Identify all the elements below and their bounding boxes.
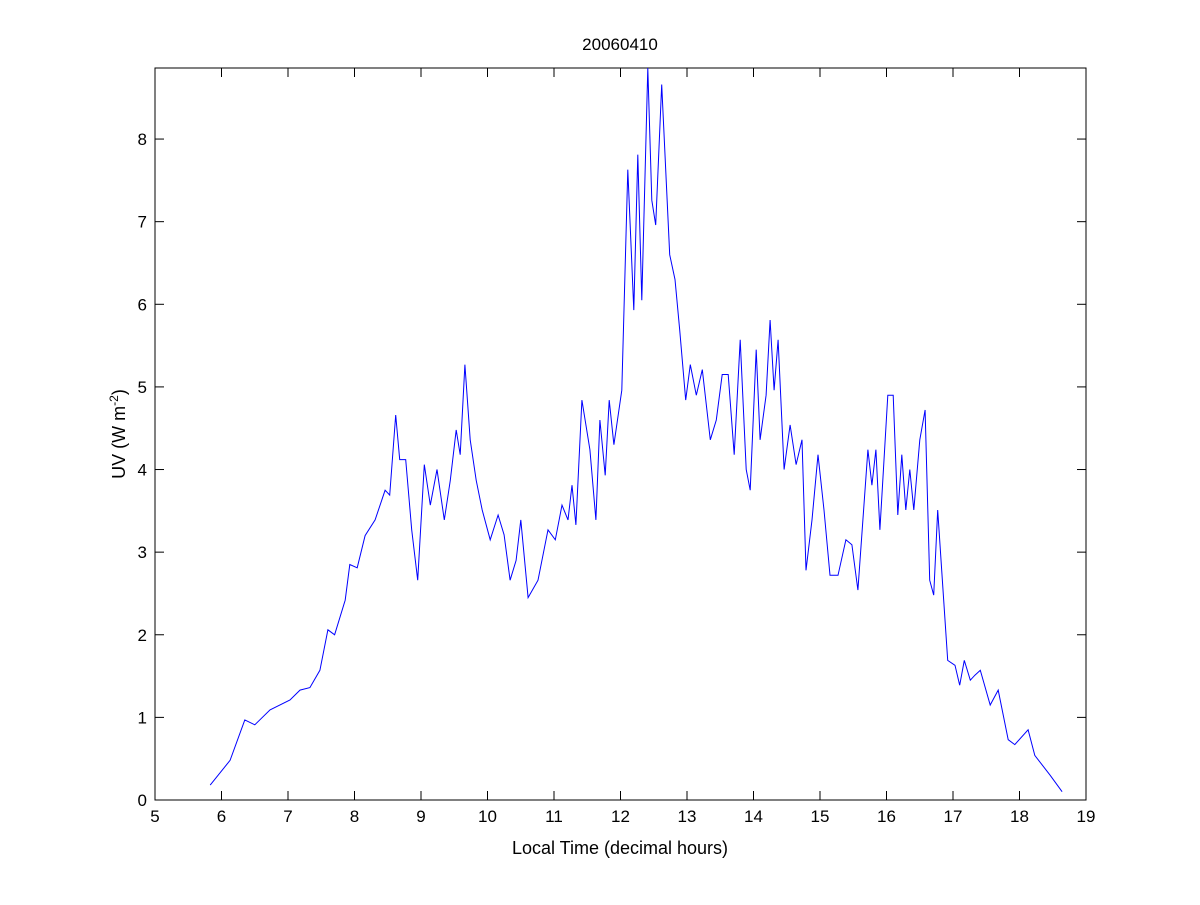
x-tick-label: 14 xyxy=(744,807,763,826)
series-line-uv xyxy=(209,67,1063,792)
x-tick-label: 15 xyxy=(811,807,830,826)
y-tick-label: 5 xyxy=(138,378,147,397)
y-tick-label: 0 xyxy=(138,791,147,810)
x-tick-label: 11 xyxy=(545,807,563,826)
x-tick-label: 9 xyxy=(416,807,425,826)
x-tick-label: 12 xyxy=(611,807,630,826)
y-axis-label: UV (W m-2) xyxy=(107,389,129,479)
y-tick-label: 7 xyxy=(138,213,147,232)
y-tick-label: 8 xyxy=(138,130,147,149)
x-axis-label: Local Time (decimal hours) xyxy=(512,838,728,858)
x-tick-label: 18 xyxy=(1010,807,1029,826)
y-axis-label-superscript: -2 xyxy=(107,395,121,406)
x-tick-label: 16 xyxy=(877,807,896,826)
x-tick-label: 19 xyxy=(1077,807,1096,826)
x-tick-label: 10 xyxy=(478,807,497,826)
chart-title: 20060410 xyxy=(582,35,658,54)
x-tick-label: 8 xyxy=(350,807,359,826)
x-tick-label: 5 xyxy=(150,807,159,826)
x-tick-label: 6 xyxy=(217,807,226,826)
y-axis-label-suffix: ) xyxy=(109,389,129,395)
y-tick-label: 1 xyxy=(138,708,147,727)
x-tick-label: 7 xyxy=(283,807,292,826)
y-tick-label: 6 xyxy=(138,295,147,314)
x-tick-label: 17 xyxy=(944,807,963,826)
y-tick-label: 4 xyxy=(138,461,147,480)
y-tick-label: 2 xyxy=(138,626,147,645)
x-tick-label: 13 xyxy=(678,807,697,826)
y-axis-label-main: UV (W m xyxy=(109,406,129,479)
y-tick-label: 3 xyxy=(138,543,147,562)
plot-area xyxy=(154,67,1087,801)
